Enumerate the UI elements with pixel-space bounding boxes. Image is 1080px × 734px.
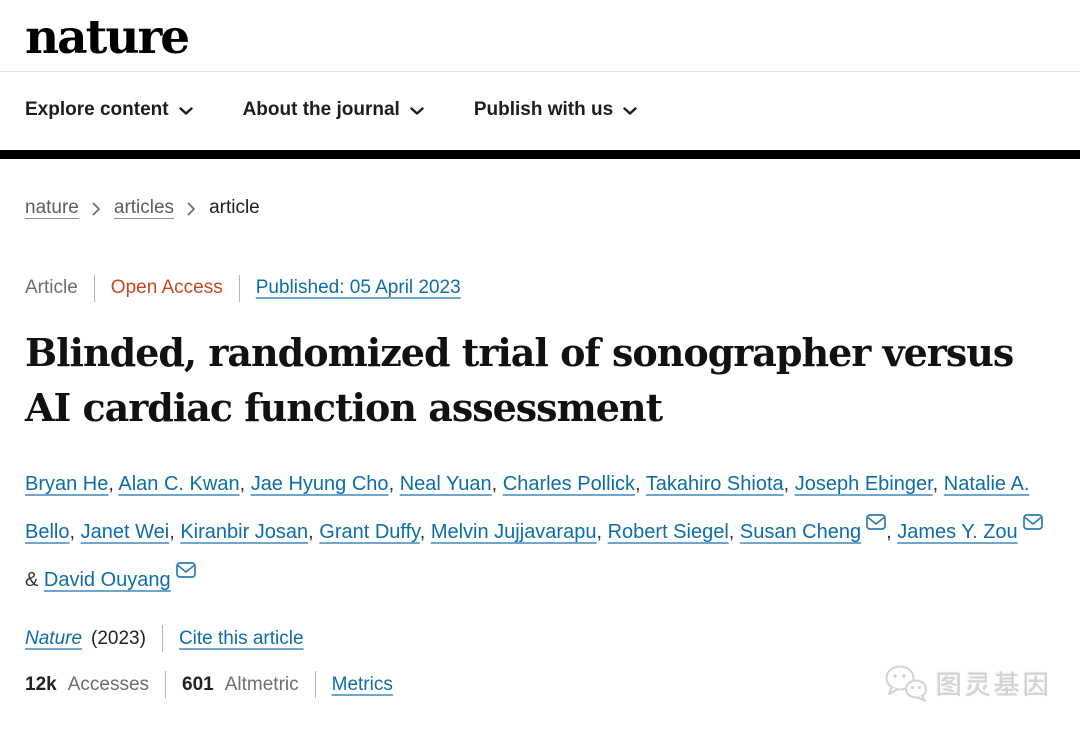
article-title-line-2: AI cardiac function assessment bbox=[25, 384, 663, 430]
header-accent-bar bbox=[0, 149, 1080, 159]
metrics-row: 12k Accesses 601 Altmetric Metrics bbox=[25, 671, 1055, 699]
article-header-section: nature articles article Article Open Acc… bbox=[0, 159, 1080, 699]
envelope-icon[interactable] bbox=[1022, 514, 1043, 530]
altmetric-value: 601 bbox=[182, 673, 214, 695]
article-title: Blinded, randomized trial of sonographer… bbox=[25, 325, 1055, 435]
header-divider bbox=[0, 70, 1080, 72]
author-link[interactable]: David Ouyang bbox=[43, 569, 171, 592]
author-link[interactable]: Bryan He bbox=[25, 473, 109, 496]
author-separator: , bbox=[886, 521, 898, 544]
chevron-right-icon bbox=[92, 202, 100, 216]
chevron-down-icon bbox=[410, 107, 424, 115]
article-type-label: Article bbox=[25, 277, 78, 299]
nav-item-label: About the journal bbox=[242, 98, 400, 120]
chevron-down-icon bbox=[623, 107, 637, 115]
author-link[interactable]: Janet Wei bbox=[80, 521, 170, 544]
wechat-icon bbox=[885, 665, 927, 702]
breadcrumb: nature articles article bbox=[25, 197, 1055, 219]
nav-item-label: Publish with us bbox=[473, 98, 614, 120]
citation-year: (2023) bbox=[91, 627, 146, 649]
author-separator: & bbox=[25, 569, 44, 592]
author-separator: , bbox=[491, 473, 503, 496]
nature-logo[interactable]: nature bbox=[25, 10, 190, 65]
published-date-link[interactable]: Published: 05 April 2023 bbox=[255, 277, 461, 299]
author-separator: , bbox=[69, 521, 81, 544]
author-link[interactable]: Charles Pollick bbox=[502, 473, 636, 496]
author-link[interactable]: Grant Duffy bbox=[319, 521, 420, 544]
accesses-value: 12k bbox=[25, 673, 57, 695]
author-separator: , bbox=[388, 473, 400, 496]
article-title-line-1: Blinded, randomized trial of sonographer… bbox=[25, 329, 1014, 375]
author-separator: , bbox=[108, 473, 119, 496]
author-separator: , bbox=[239, 473, 251, 496]
cite-this-article-link[interactable]: Cite this article bbox=[178, 627, 304, 649]
main-nav: Explore content About the journal Publis… bbox=[0, 72, 1080, 150]
separator bbox=[161, 625, 163, 653]
author-link[interactable]: Robert Siegel bbox=[607, 521, 729, 544]
author-separator: , bbox=[635, 473, 646, 496]
breadcrumb-link-articles[interactable]: articles bbox=[113, 196, 175, 218]
author-separator: , bbox=[308, 521, 320, 544]
site-header: nature bbox=[0, 0, 1080, 71]
author-separator: , bbox=[728, 521, 740, 544]
author-separator: , bbox=[783, 473, 795, 496]
author-link[interactable]: Joseph Ebinger bbox=[794, 473, 933, 496]
nav-item-label: Explore content bbox=[25, 98, 169, 120]
author-list: Bryan He, Alan C. Kwan, Jae Hyung Cho, N… bbox=[25, 460, 1055, 604]
author-link[interactable]: Susan Cheng bbox=[739, 521, 862, 544]
nav-item-publish-with-us[interactable]: Publish with us bbox=[474, 99, 637, 121]
author-link[interactable]: Kiranbir Josan bbox=[180, 521, 309, 544]
author-link[interactable]: Melvin Jujjavarapu bbox=[430, 521, 597, 544]
journal-link[interactable]: Nature bbox=[25, 627, 83, 649]
author-link[interactable]: Jae Hyung Cho bbox=[250, 473, 389, 496]
nav-item-explore-content[interactable]: Explore content bbox=[25, 99, 193, 121]
open-access-badge: Open Access bbox=[110, 277, 223, 299]
separator bbox=[165, 671, 167, 699]
separator bbox=[93, 274, 95, 302]
author-link[interactable]: James Y. Zou bbox=[897, 521, 1018, 544]
envelope-icon[interactable] bbox=[175, 562, 196, 578]
separator bbox=[238, 274, 240, 302]
breadcrumb-current: article bbox=[209, 196, 260, 218]
author-link[interactable]: Neal Yuan bbox=[399, 473, 492, 496]
altmetric-label: Altmetric bbox=[224, 673, 299, 695]
author-link[interactable]: Natalie A. Bello bbox=[25, 473, 1030, 544]
article-meta-row: Article Open Access Published: 05 April … bbox=[25, 274, 1055, 302]
author-separator: , bbox=[596, 521, 608, 544]
author-link[interactable]: Alan C. Kwan bbox=[118, 473, 240, 496]
separator bbox=[314, 671, 316, 699]
watermark-text: 图灵基因 bbox=[935, 669, 1052, 700]
citation-row: Nature (2023) Cite this article bbox=[25, 625, 1055, 653]
chevron-right-icon bbox=[187, 202, 195, 216]
author-separator: , bbox=[419, 521, 431, 544]
breadcrumb-link-nature[interactable]: nature bbox=[25, 196, 79, 218]
author-separator: , bbox=[932, 473, 944, 496]
accesses-label: Accesses bbox=[67, 673, 150, 695]
metrics-link[interactable]: Metrics bbox=[331, 673, 393, 695]
nav-item-about-the-journal[interactable]: About the journal bbox=[243, 99, 424, 121]
watermark: 图灵基因 bbox=[883, 664, 1052, 702]
envelope-icon[interactable] bbox=[866, 514, 886, 530]
author-link[interactable]: Takahiro Shiota bbox=[645, 473, 784, 496]
chevron-down-icon bbox=[178, 107, 193, 115]
author-separator: , bbox=[169, 521, 181, 544]
